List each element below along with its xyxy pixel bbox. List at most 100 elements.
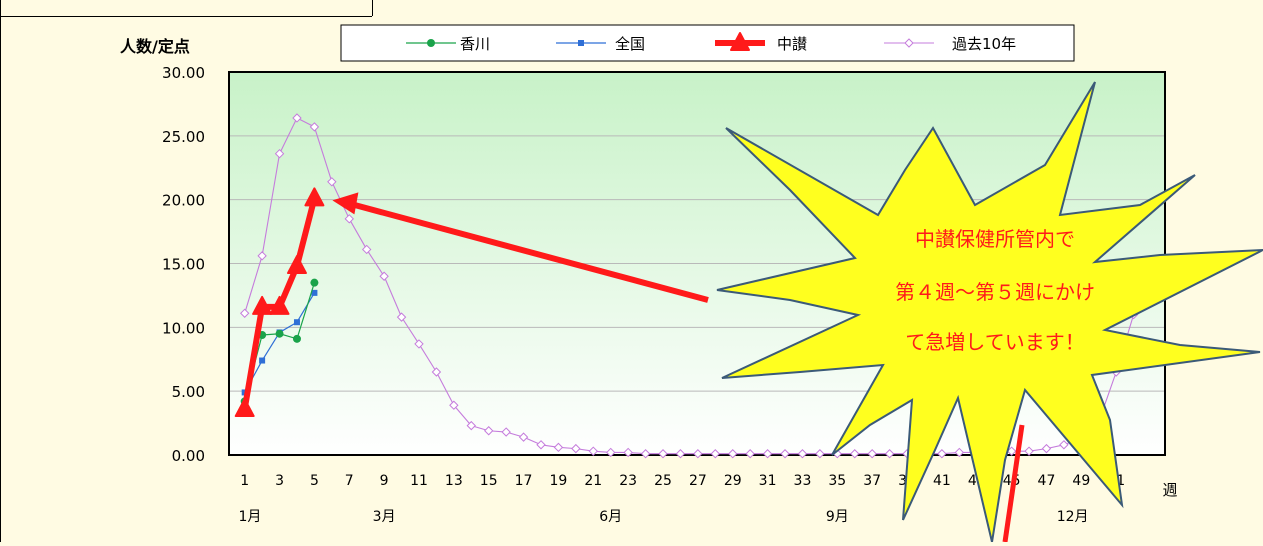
legend-label-kagawa: 香川 [460, 35, 490, 53]
point-past10 [501, 427, 511, 437]
point-past10 [1024, 446, 1034, 456]
legend-marker-chusan [730, 32, 750, 51]
point-past10 [361, 244, 372, 255]
month-label: 12月 [1057, 509, 1089, 525]
point-past10 [239, 308, 250, 318]
point-past10 [780, 449, 790, 459]
y-axis-label: 人数/定点 [120, 37, 190, 56]
point-past10 [815, 449, 825, 459]
x-tick-label: 49 [1072, 473, 1090, 489]
point-past10 [274, 148, 285, 159]
x-tick-label: 13 [445, 473, 463, 489]
point-past10 [623, 447, 633, 458]
point-past10 [1041, 443, 1052, 454]
x-tick-label: 29 [724, 473, 742, 489]
point-past10 [954, 447, 965, 458]
month-label: 3月 [373, 509, 396, 525]
point-chusan [304, 187, 325, 207]
annotation-pointer-line [1002, 424, 1025, 543]
legend-marker-kagawa [427, 39, 435, 47]
point-kagawa [310, 278, 319, 287]
point-national [311, 289, 318, 296]
legend-marker-national [578, 40, 584, 46]
legend-label-national: 全国 [615, 35, 645, 53]
point-past10 [606, 447, 616, 458]
annotation-arrow-shaft [351, 201, 709, 303]
point-past10 [466, 420, 476, 431]
point-national [259, 357, 266, 364]
point-past10 [309, 122, 320, 132]
x-tick-label: 7 [345, 473, 354, 489]
point-past10 [884, 449, 895, 459]
point-kagawa [292, 334, 301, 343]
y-tick-label: 20.00 [162, 192, 205, 210]
point-past10 [728, 449, 738, 459]
point-chusan [252, 295, 273, 315]
y-tick-label: 30.00 [162, 64, 205, 82]
y-tick-label: 10.00 [162, 319, 205, 337]
x-tick-label: 1 [240, 473, 249, 489]
series-kagawa [240, 278, 319, 406]
point-past10 [396, 312, 407, 322]
point-past10 [762, 449, 773, 459]
annotation-text-line: 中讃保健所管内で [915, 227, 1075, 251]
x-tick-label: 27 [689, 473, 707, 489]
x-tick-label: 21 [584, 473, 602, 489]
point-past10 [536, 440, 546, 450]
x-tick-label: 9 [380, 473, 389, 489]
x-tick-label: 23 [619, 473, 637, 489]
month-label: 1月 [238, 509, 261, 525]
x-axis-label: 週 [1162, 481, 1177, 499]
annotation-text-line: 第４週～第５週にかけ [895, 280, 1095, 304]
legend-marker-past10 [904, 38, 914, 48]
point-past10 [588, 446, 598, 456]
point-past10 [414, 339, 424, 349]
point-past10 [675, 449, 686, 459]
y-tick-label: 0.00 [172, 447, 205, 465]
point-past10 [850, 449, 860, 459]
point-national [293, 319, 300, 326]
point-past10 [1059, 440, 1069, 450]
y-tick-label: 15.00 [162, 256, 205, 274]
point-past10 [257, 251, 267, 261]
x-tick-label: 37 [863, 473, 881, 489]
point-past10 [867, 449, 877, 459]
point-past10 [431, 367, 442, 377]
y-tick-label: 25.00 [162, 128, 205, 146]
point-past10 [379, 271, 389, 281]
month-label: 6月 [599, 509, 622, 525]
y-tick-label: 5.00 [172, 383, 205, 401]
annotation-starburst [716, 81, 1263, 543]
annotation-arrowhead [332, 192, 359, 215]
point-past10 [518, 432, 529, 442]
point-past10 [553, 442, 564, 453]
point-past10 [797, 449, 808, 459]
x-tick-label: 25 [654, 473, 672, 489]
point-past10 [484, 426, 494, 436]
x-tick-label: 3 [275, 473, 284, 489]
x-tick-label: 31 [759, 473, 777, 489]
legend-label-chusan: 中讃 [777, 35, 807, 53]
month-label: 9月 [826, 509, 849, 525]
legend-box [340, 24, 1075, 62]
point-chusan [234, 398, 255, 418]
point-past10 [449, 400, 459, 410]
point-chusan [269, 295, 290, 315]
annotation-text-line: て急増しています！ [905, 330, 1084, 354]
point-past10 [571, 443, 581, 454]
point-kagawa [275, 329, 284, 338]
point-past10 [745, 449, 755, 459]
x-tick-label: 35 [828, 473, 846, 489]
point-past10 [937, 449, 947, 459]
point-past10 [710, 449, 721, 459]
series-chusan [234, 187, 325, 418]
x-tick-label: 33 [794, 473, 812, 489]
point-past10 [693, 449, 703, 459]
point-past10 [292, 113, 302, 123]
x-tick-label: 5 [310, 473, 319, 489]
x-tick-label: 15 [480, 473, 498, 489]
x-tick-label: 41 [933, 473, 951, 489]
legend-label-past10: 過去10年 [952, 35, 1016, 53]
